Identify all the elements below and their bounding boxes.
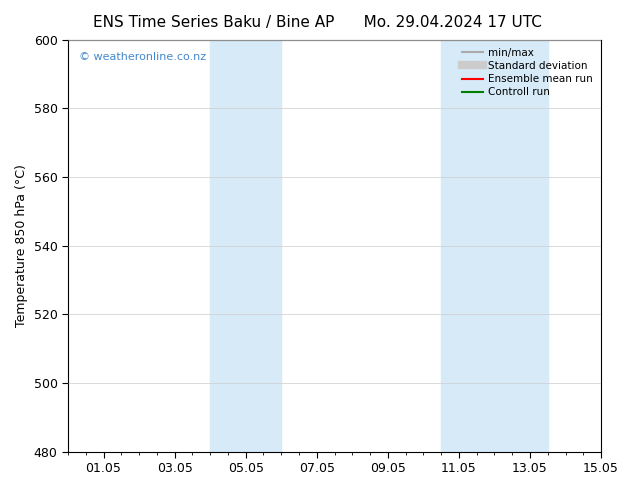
- Y-axis label: Temperature 850 hPa (°C): Temperature 850 hPa (°C): [15, 164, 28, 327]
- Text: ENS Time Series Baku / Bine AP      Mo. 29.04.2024 17 UTC: ENS Time Series Baku / Bine AP Mo. 29.04…: [93, 15, 541, 30]
- Text: © weatheronline.co.nz: © weatheronline.co.nz: [79, 52, 206, 62]
- Bar: [441, 40, 548, 452]
- Legend: min/max, Standard deviation, Ensemble mean run, Controll run: min/max, Standard deviation, Ensemble me…: [459, 45, 596, 100]
- Bar: [210, 40, 281, 452]
